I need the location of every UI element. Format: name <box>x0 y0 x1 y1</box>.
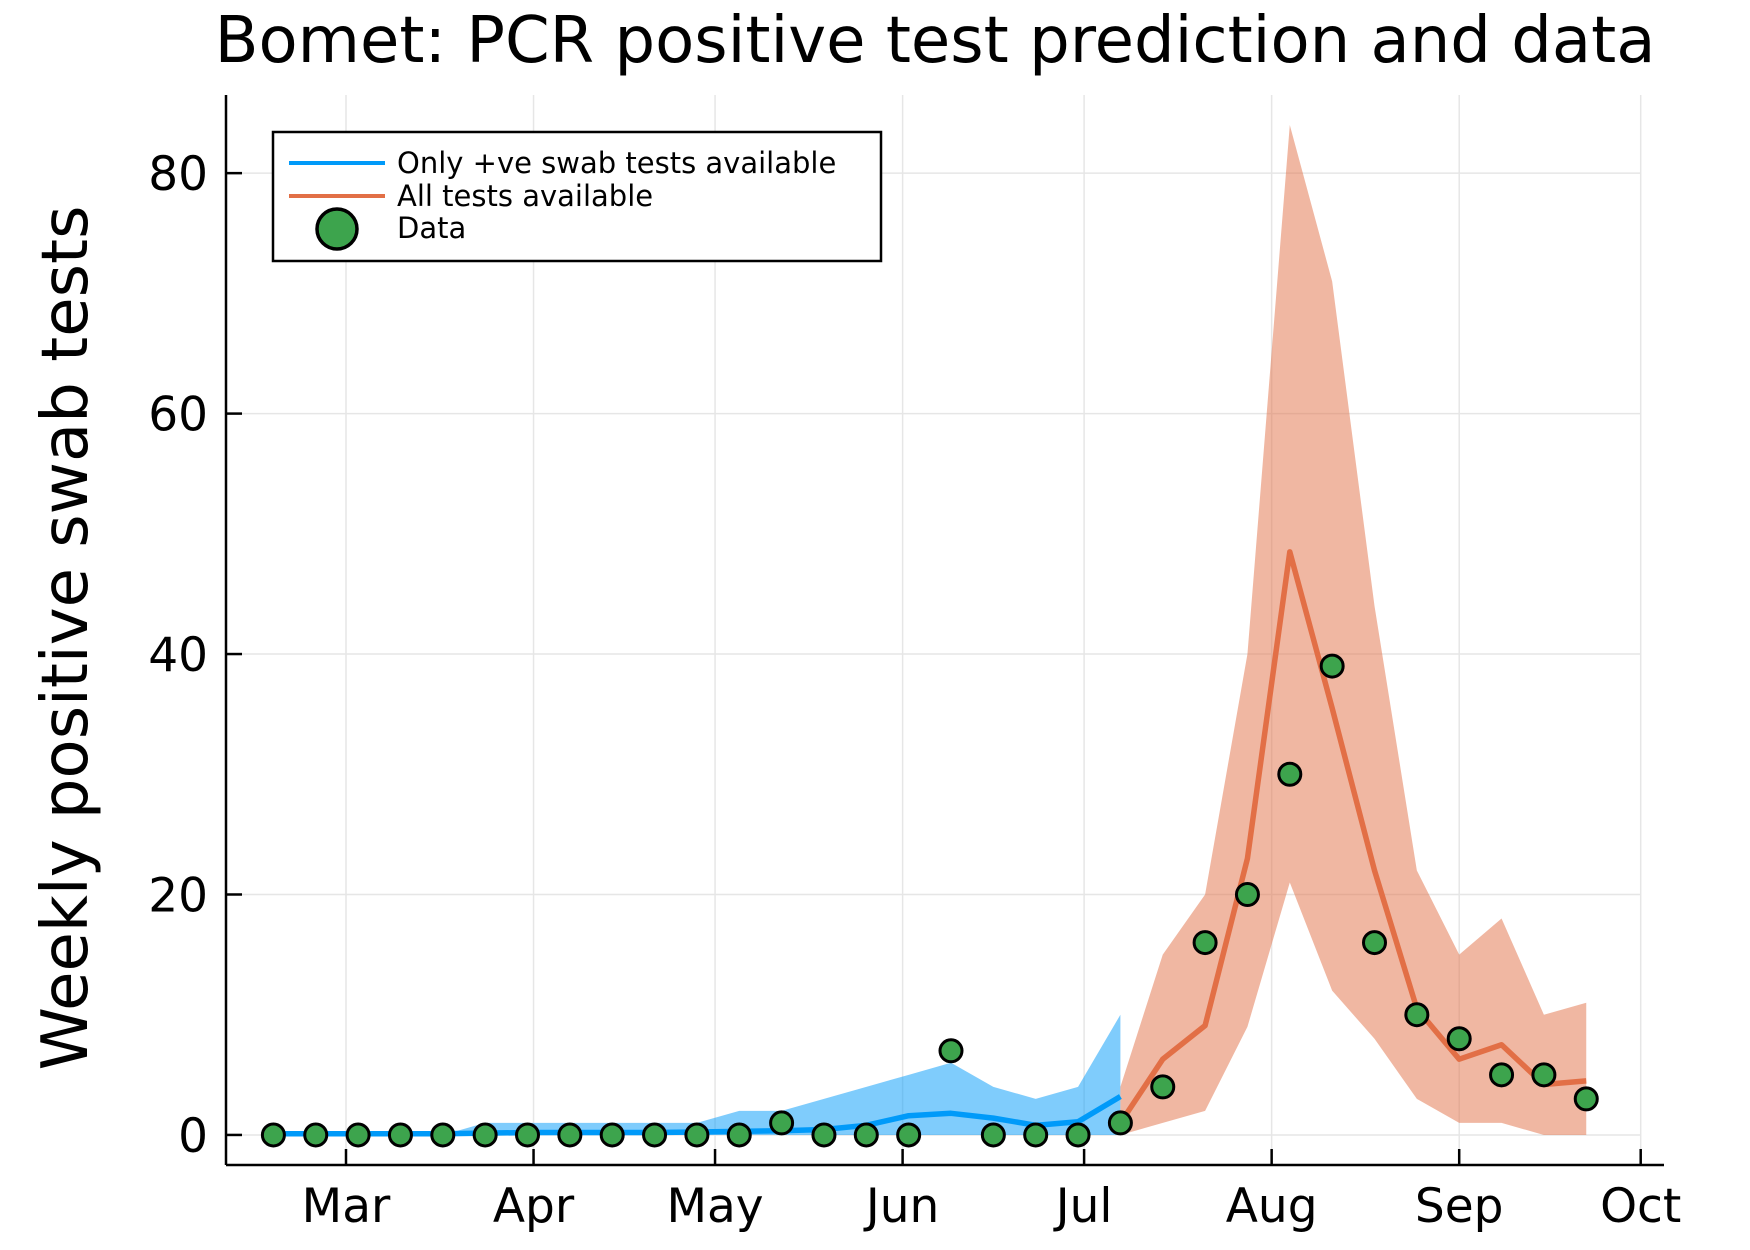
data-point <box>1150 1074 1176 1100</box>
y-tick-label-80: 80 <box>148 147 208 202</box>
legend-entry-2: All tests available <box>397 179 653 213</box>
data-point <box>1489 1062 1515 1088</box>
data-point <box>1023 1122 1049 1148</box>
data-point <box>599 1122 625 1148</box>
chart-title: Bomet: PCR positive test prediction and … <box>215 4 1656 78</box>
data-point <box>515 1122 540 1148</box>
data-point <box>303 1122 329 1148</box>
legend-entry-1: Only +ve swab tests available <box>397 146 836 180</box>
data-point <box>1362 930 1387 956</box>
data-point <box>853 1122 879 1148</box>
data-point <box>387 1122 413 1148</box>
data-points <box>260 653 1599 1148</box>
x-tick-label-jul: Jul <box>1053 1179 1113 1234</box>
data-point <box>1531 1062 1557 1088</box>
data-point <box>684 1122 710 1148</box>
series-2-band <box>1120 125 1587 1135</box>
series-1-band <box>273 1014 1121 1135</box>
data-point <box>938 1038 964 1064</box>
y-tick-label-60: 60 <box>148 388 208 443</box>
data-point <box>472 1122 498 1148</box>
data-point <box>1192 930 1218 956</box>
legend-entry-3: Data <box>397 211 466 245</box>
data-point <box>1446 1026 1472 1052</box>
x-tick-label-may: May <box>666 1179 763 1234</box>
data-point <box>769 1110 795 1136</box>
legend: Only +ve swab tests available All tests … <box>271 130 883 263</box>
data-point <box>430 1122 456 1148</box>
x-tick-label-aug: Aug <box>1226 1179 1318 1234</box>
x-tick-label-apr: Apr <box>493 1179 575 1234</box>
x-tick-label-jun: Jun <box>863 1179 939 1234</box>
data-point <box>1107 1110 1133 1136</box>
x-tick-label-mar: Mar <box>302 1179 391 1234</box>
data-point <box>896 1122 922 1148</box>
data-point <box>345 1122 371 1148</box>
confidence-bands <box>273 125 1587 1135</box>
x-tick-label-oct: Oct <box>1600 1179 1681 1234</box>
data-point <box>980 1122 1006 1148</box>
data-point <box>726 1122 752 1148</box>
y-tick-label-40: 40 <box>148 628 208 683</box>
data-point <box>1234 881 1260 907</box>
legend-swatch-marker-3 <box>315 207 359 251</box>
data-point <box>1404 1002 1430 1028</box>
data-point <box>260 1122 286 1148</box>
data-point <box>811 1122 837 1148</box>
data-point <box>1573 1086 1599 1112</box>
y-tick-label-0: 0 <box>178 1109 208 1164</box>
x-tick-label-sep: Sep <box>1415 1179 1504 1234</box>
data-point <box>1319 653 1345 679</box>
data-point <box>1065 1122 1091 1148</box>
grid <box>226 95 1642 1165</box>
data-point <box>557 1122 583 1148</box>
y-axis-label: Weekly positive swab tests <box>29 206 103 1071</box>
y-tick-label-20: 20 <box>148 868 208 923</box>
data-point <box>1277 761 1303 787</box>
data-point <box>642 1122 668 1148</box>
series-2-line <box>1118 549 1587 1125</box>
axes: 0 20 40 60 80 Mar Apr May Jun Jul Aug Sep Oct <box>148 95 1681 1234</box>
